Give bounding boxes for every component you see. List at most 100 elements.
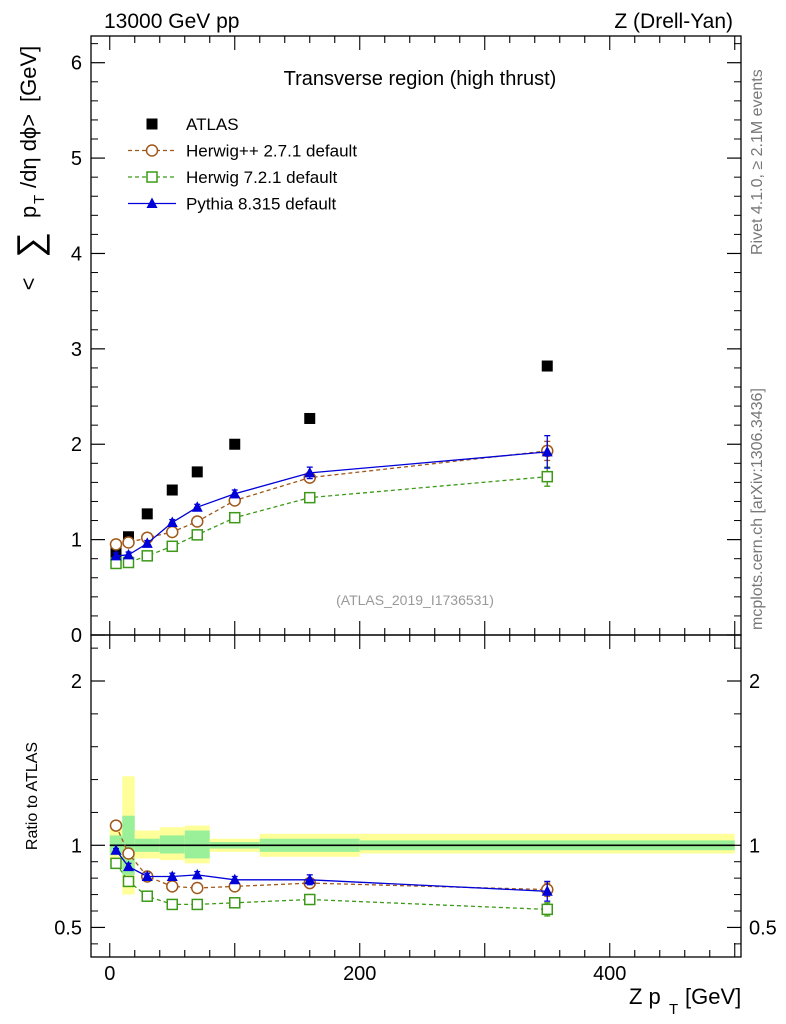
ylabel-rest: /dη dϕ> xyxy=(16,114,41,188)
xlabel-sub: T xyxy=(669,1001,678,1018)
herwig-7-2-1-default-point xyxy=(166,898,178,911)
herwig-2-7-1-default-point xyxy=(166,525,179,539)
pythia-8-315-default-point xyxy=(191,501,203,512)
main-y-label: < ∑ p T /dη dϕ> [GeV] xyxy=(9,46,50,291)
herwig-7-2-1-default-point xyxy=(541,470,553,483)
xlabel-unit: [GeV] xyxy=(685,984,741,1009)
pythia-8-315-default-point xyxy=(304,466,316,478)
legend-label-herwig-2-7-1-default: Herwig++ 2.7.1 default xyxy=(186,142,357,161)
mcplots-label: mcplots.cern.ch [arXiv:1306.3436] xyxy=(749,388,766,630)
legend: ATLAS Herwig++ 2.7.1 default Herwig 7.2.1 … xyxy=(128,115,357,214)
main-x-ticks xyxy=(109,36,736,635)
y-tick-label: 2 xyxy=(71,434,82,456)
herwig-7-2-1-default-point xyxy=(191,529,203,541)
main-title: Transverse region (high thrust) xyxy=(284,68,557,90)
herwig-7-2-1-default-point xyxy=(141,550,153,562)
herwig-7-2-1-default-point xyxy=(110,857,122,870)
watermark: (ATLAS_2019_I1736531) xyxy=(336,592,494,608)
ratio-y-tick-label-right: 2 xyxy=(749,671,760,693)
herwig-7-2-1-default-point xyxy=(191,898,203,911)
pythia-8-315-default-point xyxy=(141,537,153,548)
atlas-point xyxy=(141,508,153,520)
xlabel-main: Z p xyxy=(629,984,661,1009)
ylabel-t: T xyxy=(31,195,48,204)
herwig-7-2-1-default-point xyxy=(541,903,553,916)
herwig-2-7-1-default-point xyxy=(109,538,123,551)
ratio-band-inner xyxy=(159,835,185,854)
y-tick-label: 4 xyxy=(71,243,82,265)
rivet-label: Rivet 4.1.0, ≥ 2.1M events xyxy=(749,69,766,255)
ylabel-unit: [GeV] xyxy=(16,46,41,102)
herwig-7-2-1-default-point xyxy=(141,890,153,902)
legend-marker-pythia-8-315-default xyxy=(146,197,158,208)
herwig-7-2-1-default-point xyxy=(229,897,241,909)
pythia-8-315-default-point xyxy=(110,549,122,561)
x-tick-label: 0 xyxy=(104,963,115,985)
pythia-8-315-default-point xyxy=(304,873,316,885)
ratio-bands xyxy=(109,776,735,895)
pythia-8-315-default-point xyxy=(191,868,203,880)
y-tick-label: 0 xyxy=(71,625,82,647)
y-tick-label: 6 xyxy=(71,53,82,75)
atlas-point xyxy=(541,360,553,372)
herwig-7-2-1-default-point xyxy=(122,875,135,888)
herwig-2-7-1-default-point xyxy=(191,881,204,895)
header-left: 13000 GeV pp xyxy=(104,10,239,33)
herwig-7-2-1-default-point xyxy=(229,511,241,524)
herwig-2-7-1-default-point xyxy=(122,536,135,549)
herwig-7-2-1-default-point xyxy=(166,540,178,553)
pythia-8-315-default-point xyxy=(141,870,153,881)
herwig-2-7-1-default-point xyxy=(166,880,179,893)
atlas-point xyxy=(191,466,203,478)
legend-label-atlas: ATLAS xyxy=(186,115,239,134)
x-axis-label: Z p T [GeV] xyxy=(629,984,741,1018)
ratio-x-ticks: 0 200 400 xyxy=(104,635,736,985)
legend-marker-herwig-7-2-1-default xyxy=(146,171,158,183)
ratio-y-ticks: 0.5 0.5 1 1 2 2 xyxy=(54,647,777,945)
ratio-y-tick-label-right: 1 xyxy=(749,835,760,857)
pythia-8-315-default-point xyxy=(229,873,241,885)
herwig-2-7-1-default-point xyxy=(122,847,135,860)
pythia-8-315-default-point xyxy=(123,548,134,560)
ratio-y-tick-label-left: 1 xyxy=(71,835,82,857)
pythia-8-315-default-point xyxy=(166,870,178,881)
pythia-8-315-default-point xyxy=(110,844,122,855)
y-tick-label: 3 xyxy=(71,339,82,361)
x-tick-label: 200 xyxy=(343,963,376,985)
legend-marker-atlas xyxy=(146,118,158,130)
pythia-8-315-default-point xyxy=(123,860,134,872)
ratio-y-tick-label-left: 0.5 xyxy=(54,917,82,939)
herwig-2-7-1-default-line xyxy=(115,450,548,546)
ratio-y-label: Ratio to ATLAS xyxy=(24,742,41,850)
y-tick-label: 5 xyxy=(71,148,82,170)
pythia-8-315-default-point xyxy=(166,516,178,527)
herwig-7-2-1-default-point xyxy=(304,893,316,906)
herwig-2-7-1-default-point xyxy=(191,515,204,528)
ratio-panel: 0.5 0.5 1 1 2 2 0 200 400 Ratio to ATLAS Z p T … xyxy=(24,634,777,1018)
ratio-panel-frame xyxy=(90,634,742,958)
pythia-8-315-default-point xyxy=(541,445,553,457)
header-right: Z (Drell-Yan) xyxy=(614,10,733,33)
x-tick-label: 400 xyxy=(593,963,626,985)
ratio-y-tick-label-right: 0.5 xyxy=(749,917,777,939)
main-series xyxy=(109,360,554,570)
atlas-point xyxy=(229,438,241,450)
legend-label-herwig-7-2-1-default: Herwig 7.2.1 default xyxy=(186,168,337,187)
pythia-8-315-default-point xyxy=(229,487,241,499)
pythia-8-315-default-line xyxy=(115,451,548,557)
main-panel: Transverse region (high thrust) (ATLAS_2… xyxy=(9,35,742,647)
legend-label-pythia-8-315-default: Pythia 8.315 default xyxy=(186,195,337,214)
legend-marker-herwig-2-7-1-default xyxy=(145,144,159,157)
main-y-ticks: 0 1 2 3 4 5 6 xyxy=(71,43,741,647)
pythia-8-315-default-point xyxy=(541,885,553,896)
ratio-series xyxy=(109,819,554,917)
herwig-2-7-1-default-point xyxy=(109,819,123,832)
ratio-band-inner xyxy=(184,830,210,859)
atlas-point xyxy=(166,484,178,496)
y-tick-label: 1 xyxy=(71,530,82,552)
ylabel-sum: ∑ xyxy=(9,232,50,258)
ylabel-open: < xyxy=(16,278,41,291)
herwig-7-2-1-default-line xyxy=(115,476,548,565)
ylabel-p: p xyxy=(16,206,41,218)
